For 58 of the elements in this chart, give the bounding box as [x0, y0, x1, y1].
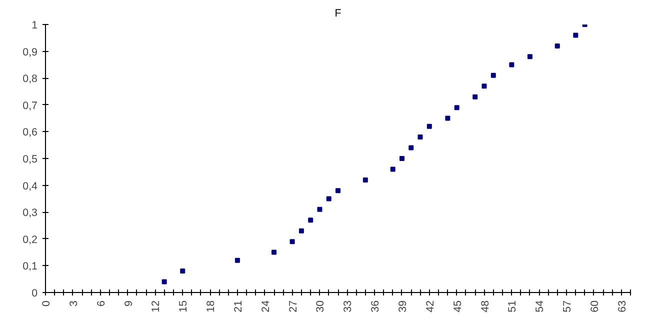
y-tick-label: 0,8: [22, 73, 38, 86]
y-tick-label: 0,6: [22, 126, 38, 139]
point: [326, 196, 332, 202]
x-tick-label: 24: [260, 300, 272, 312]
x-tick-label: 51: [506, 300, 519, 312]
x-tick-label: 6: [95, 300, 108, 306]
point: [162, 279, 167, 284]
x-tick-label: 9: [122, 300, 135, 306]
point: [527, 54, 532, 60]
x-tick-label: 27: [287, 300, 300, 312]
point: [399, 156, 404, 161]
y-tick-label: 0,2: [22, 234, 38, 246]
x-tick-label: 57: [562, 300, 574, 312]
point: [298, 228, 304, 234]
point: [426, 124, 432, 129]
y-tick-label: 0,4: [22, 180, 38, 192]
x-tick-label: 33: [342, 300, 354, 312]
x-tick-label: 3: [68, 300, 80, 306]
point: [472, 94, 478, 100]
y-tick-label: 0,3: [22, 207, 38, 220]
x-tick-label: 60: [588, 300, 601, 312]
point: [418, 134, 423, 140]
x-tick-label: 45: [452, 300, 464, 312]
chart-title: F: [334, 8, 342, 20]
point: [408, 145, 414, 150]
point: [554, 43, 560, 48]
point: [308, 218, 314, 223]
point: [573, 32, 578, 38]
y-tick-label: 0,1: [22, 260, 38, 273]
y-tick-label: 0,5: [22, 154, 38, 166]
x-tick-label: 48: [479, 300, 492, 312]
x-tick-label: 36: [370, 300, 382, 312]
point: [509, 62, 514, 68]
x-tick-label: 21: [232, 300, 244, 312]
point: [390, 166, 396, 172]
point: [454, 105, 460, 110]
y-tick-label: 0,7: [22, 100, 38, 112]
point: [336, 188, 340, 194]
x-tick-label: 18: [205, 300, 218, 312]
x-tick-label: 63: [616, 300, 628, 312]
x-tick-label: 0: [40, 300, 52, 306]
point: [272, 250, 277, 255]
x-tick-label: 12: [150, 300, 162, 312]
y-tick-label: 0,9: [22, 46, 38, 58]
point: [234, 258, 240, 263]
x-tick-label: 42: [424, 300, 436, 312]
point: [490, 72, 496, 78]
point: [317, 206, 322, 212]
point: [482, 84, 487, 89]
x-tick-label: 15: [178, 300, 190, 312]
y-tick-label: 1: [32, 20, 38, 32]
point: [362, 177, 368, 182]
point: [290, 239, 295, 244]
x-tick-label: 39: [396, 300, 409, 312]
point: [445, 116, 450, 121]
x-tick-label: 30: [314, 300, 327, 312]
point: [180, 268, 186, 274]
x-tick-label: 54: [534, 300, 546, 312]
